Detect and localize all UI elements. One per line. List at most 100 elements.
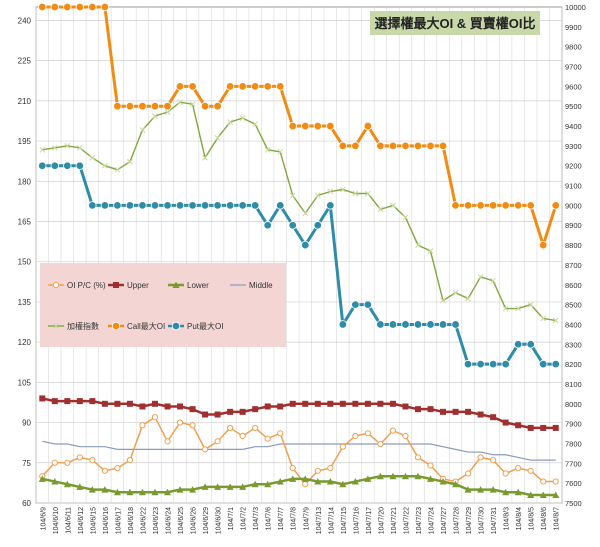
data-point (277, 403, 284, 410)
right-tick-label: 9800 (565, 43, 582, 52)
data-point (63, 2, 72, 12)
legend-label: Put最大OI (187, 321, 223, 331)
chart-title-box: 選擇權最大OI & 買賣權OI比 (370, 11, 540, 35)
data-point (64, 398, 71, 405)
series-line (42, 440, 556, 461)
data-point (151, 488, 159, 496)
data-point (226, 483, 234, 490)
data-point (227, 408, 234, 415)
data-point (465, 408, 472, 415)
chart-title: 選擇權最大OI & 買賣權OI比 (374, 16, 535, 31)
data-point (463, 359, 473, 369)
data-point (76, 454, 83, 461)
data-point (339, 443, 346, 450)
data-point (250, 82, 260, 91)
x-tick-label: 104/7/15 (341, 507, 348, 534)
right-tick-label: 9000 (565, 201, 582, 210)
data-point (351, 478, 359, 485)
data-point (352, 190, 359, 197)
data-point (377, 400, 384, 407)
data-point (465, 295, 471, 302)
data-point (551, 201, 560, 210)
data-point (451, 201, 460, 210)
right-tick-label: 10000 (565, 3, 586, 12)
data-point (164, 488, 171, 496)
x-tick-label: 104/7/22 (403, 507, 410, 534)
x-tick-label: 104/7/14 (328, 507, 335, 534)
data-point (50, 161, 59, 170)
data-point (111, 321, 121, 331)
left-tick-label: 105 (18, 378, 32, 387)
data-point (502, 305, 509, 312)
left-tick-label: 60 (22, 499, 31, 508)
data-point (539, 491, 547, 498)
data-point (189, 406, 196, 413)
data-point (539, 240, 548, 250)
x-tick-label: 104/6/17 (115, 507, 122, 534)
right-tick-label: 9200 (565, 162, 582, 171)
left-tick-label: 150 (18, 258, 32, 267)
data-point (252, 406, 259, 413)
data-point (477, 411, 484, 418)
x-tick-label: 104/7/21 (391, 507, 398, 534)
data-point (301, 475, 309, 482)
data-point (175, 201, 185, 210)
right-axis: 7500 7600 7700 7800 7900 8000 8100 8200 8300 8400… (565, 3, 586, 508)
data-point (527, 424, 534, 431)
data-point (227, 119, 233, 125)
data-point (339, 400, 346, 407)
x-tick-label: 104/7/13 (316, 507, 323, 534)
data-point (239, 432, 246, 440)
data-point (189, 101, 196, 108)
data-point (114, 166, 121, 173)
data-point (50, 2, 59, 12)
data-point (540, 424, 547, 431)
legend-entry: 加權指數 (48, 321, 99, 331)
data-point (213, 101, 222, 111)
data-point (202, 154, 208, 161)
data-point (527, 491, 535, 498)
right-tick-label: 8300 (565, 340, 582, 349)
data-point (327, 188, 334, 195)
legend-label: Call最大OI (127, 321, 165, 331)
right-tick-label: 9100 (565, 182, 582, 191)
left-tick-label: 75 (22, 459, 31, 468)
data-point (314, 467, 321, 474)
x-tick-label: 104/6/15 (90, 507, 97, 534)
data-point (363, 300, 373, 309)
data-point (326, 201, 335, 210)
data-point (515, 465, 522, 472)
left-tick-label: 225 (18, 57, 32, 66)
x-tick-label: 104/7/27 (441, 507, 448, 534)
x-tick-label: 104/6/18 (128, 507, 135, 534)
data-point (176, 486, 184, 493)
data-point (152, 113, 158, 119)
data-point (414, 472, 422, 480)
data-point (76, 483, 84, 490)
data-point (39, 395, 46, 402)
data-point (490, 414, 497, 421)
x-tick-label: 104/6/24 (166, 507, 173, 534)
data-point (364, 475, 372, 482)
data-point (89, 398, 96, 405)
data-point (527, 301, 534, 308)
x-tick-label: 104/7/23 (416, 507, 423, 534)
data-point (238, 82, 247, 91)
data-point (451, 320, 460, 329)
data-point (225, 201, 235, 210)
x-tick-label: 104/7/28 (454, 507, 461, 534)
x-tick-label: 104/6/9 (40, 507, 47, 530)
data-point (138, 101, 147, 111)
series-layer (38, 2, 560, 498)
data-point (139, 403, 146, 410)
data-point (100, 2, 110, 12)
data-point (277, 430, 284, 437)
data-point (338, 141, 348, 151)
data-point (401, 472, 409, 480)
data-point (338, 320, 348, 329)
data-point (339, 480, 347, 488)
data-point (526, 340, 535, 349)
data-point (388, 141, 398, 151)
data-point (413, 141, 423, 151)
data-point (201, 446, 209, 453)
